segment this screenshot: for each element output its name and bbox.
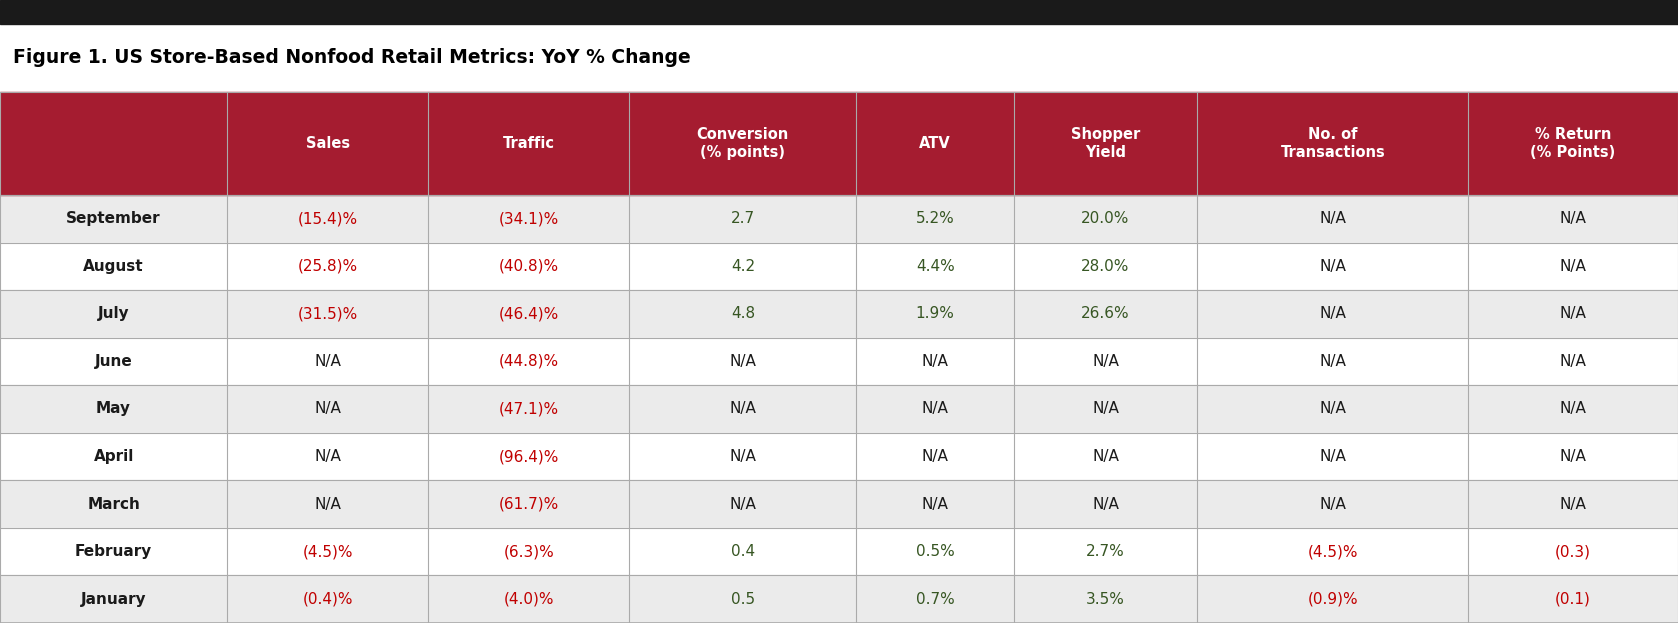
Text: (6.3)%: (6.3)% <box>503 544 554 559</box>
Text: N/A: N/A <box>1092 497 1119 511</box>
Text: (61.7)%: (61.7)% <box>498 497 559 511</box>
Text: (15.4)%: (15.4)% <box>297 211 357 226</box>
Text: (0.1): (0.1) <box>1556 592 1591 607</box>
Text: N/A: N/A <box>1092 449 1119 464</box>
Text: N/A: N/A <box>1559 307 1587 321</box>
Text: Shopper
Yield: Shopper Yield <box>1071 127 1139 160</box>
Text: (46.4)%: (46.4)% <box>498 307 559 321</box>
Bar <box>0 195 1678 242</box>
Text: N/A: N/A <box>1559 211 1587 226</box>
Text: 2.7%: 2.7% <box>1086 544 1124 559</box>
Text: 0.4: 0.4 <box>732 544 755 559</box>
Text: N/A: N/A <box>730 401 757 417</box>
Text: 1.9%: 1.9% <box>916 307 955 321</box>
Bar <box>0 0 1678 24</box>
Text: 0.7%: 0.7% <box>916 592 955 607</box>
Text: N/A: N/A <box>1559 401 1587 417</box>
Text: (96.4)%: (96.4)% <box>498 449 559 464</box>
Text: N/A: N/A <box>730 449 757 464</box>
Text: (44.8)%: (44.8)% <box>498 354 559 369</box>
Text: June: June <box>94 354 133 369</box>
Text: N/A: N/A <box>1092 354 1119 369</box>
Text: (0.3): (0.3) <box>1556 544 1591 559</box>
Text: 0.5%: 0.5% <box>916 544 955 559</box>
Text: ATV: ATV <box>920 136 951 151</box>
Text: 20.0%: 20.0% <box>1081 211 1129 226</box>
Text: March: March <box>87 497 139 511</box>
Text: N/A: N/A <box>1319 354 1346 369</box>
Text: N/A: N/A <box>921 354 948 369</box>
Bar <box>0 338 1678 385</box>
Text: 2.7: 2.7 <box>732 211 755 226</box>
Text: 4.8: 4.8 <box>732 307 755 321</box>
Text: % Return
(% Points): % Return (% Points) <box>1530 127 1616 160</box>
Bar <box>0 92 1678 195</box>
Text: (40.8)%: (40.8)% <box>498 259 559 274</box>
Bar <box>0 480 1678 528</box>
Text: N/A: N/A <box>1319 449 1346 464</box>
Text: 26.6%: 26.6% <box>1081 307 1129 321</box>
Bar <box>0 576 1678 623</box>
Text: July: July <box>97 307 129 321</box>
Text: N/A: N/A <box>730 497 757 511</box>
Text: N/A: N/A <box>1559 354 1587 369</box>
Text: (4.0)%: (4.0)% <box>503 592 554 607</box>
Text: (0.9)%: (0.9)% <box>1307 592 1358 607</box>
Text: (4.5)%: (4.5)% <box>302 544 352 559</box>
Bar <box>0 433 1678 480</box>
Text: 5.2%: 5.2% <box>916 211 955 226</box>
Text: N/A: N/A <box>314 401 341 417</box>
Text: N/A: N/A <box>730 354 757 369</box>
Text: Sales: Sales <box>305 136 349 151</box>
Text: January: January <box>81 592 146 607</box>
Text: N/A: N/A <box>921 497 948 511</box>
Text: N/A: N/A <box>1092 401 1119 417</box>
Text: 3.5%: 3.5% <box>1086 592 1124 607</box>
Text: Figure 1. US Store-Based Nonfood Retail Metrics: YoY % Change: Figure 1. US Store-Based Nonfood Retail … <box>13 49 691 67</box>
Text: 4.2: 4.2 <box>732 259 755 274</box>
Text: N/A: N/A <box>314 449 341 464</box>
Text: N/A: N/A <box>1319 259 1346 274</box>
Text: May: May <box>96 401 131 417</box>
Text: 0.5: 0.5 <box>732 592 755 607</box>
Text: N/A: N/A <box>1319 307 1346 321</box>
Text: February: February <box>76 544 153 559</box>
Text: Conversion
(% points): Conversion (% points) <box>696 127 789 160</box>
Text: N/A: N/A <box>1559 449 1587 464</box>
Text: (47.1)%: (47.1)% <box>498 401 559 417</box>
Text: September: September <box>67 211 161 226</box>
Bar <box>0 290 1678 338</box>
Text: (4.5)%: (4.5)% <box>1307 544 1358 559</box>
Text: N/A: N/A <box>314 354 341 369</box>
Text: N/A: N/A <box>1559 259 1587 274</box>
Bar <box>0 528 1678 576</box>
Text: No. of
Transactions: No. of Transactions <box>1280 127 1384 160</box>
Text: N/A: N/A <box>1319 211 1346 226</box>
Text: 4.4%: 4.4% <box>916 259 955 274</box>
Text: N/A: N/A <box>1319 497 1346 511</box>
Text: N/A: N/A <box>314 497 341 511</box>
Text: N/A: N/A <box>1319 401 1346 417</box>
Text: April: April <box>94 449 134 464</box>
Text: (25.8)%: (25.8)% <box>297 259 357 274</box>
Text: N/A: N/A <box>921 449 948 464</box>
Text: (34.1)%: (34.1)% <box>498 211 559 226</box>
Text: August: August <box>84 259 144 274</box>
Text: (31.5)%: (31.5)% <box>297 307 357 321</box>
Bar <box>0 385 1678 433</box>
Text: N/A: N/A <box>1559 497 1587 511</box>
Text: 28.0%: 28.0% <box>1081 259 1129 274</box>
Text: (0.4)%: (0.4)% <box>302 592 352 607</box>
Text: N/A: N/A <box>921 401 948 417</box>
Bar <box>0 242 1678 290</box>
Text: Traffic: Traffic <box>503 136 555 151</box>
